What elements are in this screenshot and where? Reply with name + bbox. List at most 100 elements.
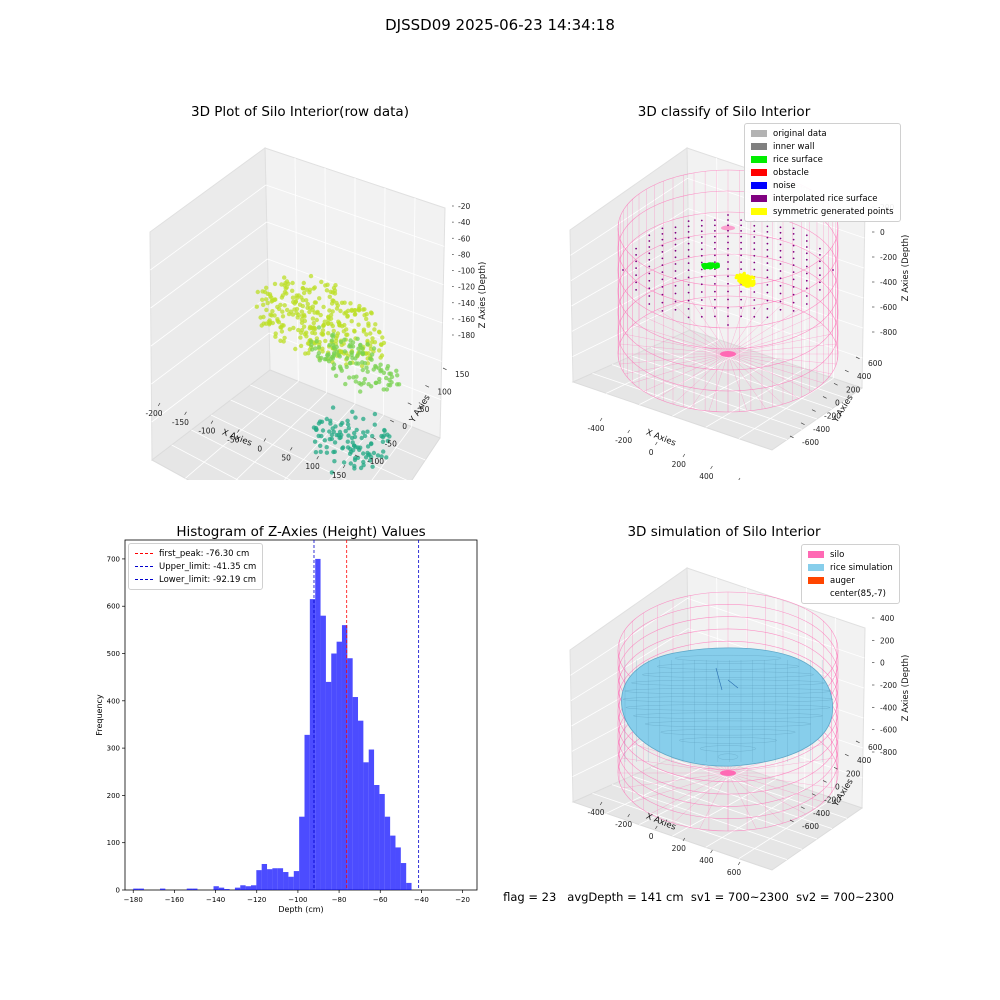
p3-bar <box>159 888 166 890</box>
p4-x-tick <box>710 849 713 854</box>
p1-x-tick <box>157 402 161 407</box>
p1-z-tick-label: -180 <box>458 331 475 340</box>
p2-interpolated-point <box>792 227 795 230</box>
p1-x-tick-label: -200 <box>145 409 162 418</box>
p4-silo-spoke <box>727 772 757 830</box>
p2-x-tick-label: 200 <box>672 460 687 469</box>
p2-symmetric-point <box>746 279 750 283</box>
p4-rice-mesh-line <box>657 663 799 670</box>
p3-bar <box>304 734 310 890</box>
p3-bar <box>250 885 257 890</box>
p1-point-slope <box>329 470 335 475</box>
p2-interpolated-point <box>648 252 651 255</box>
p3-bar <box>320 615 326 890</box>
p1-point-slope <box>320 428 326 433</box>
p1-point-slope <box>319 433 324 439</box>
p2-y-tick <box>844 369 849 373</box>
p2-grid <box>572 299 690 358</box>
p1-point-surface <box>310 330 315 335</box>
p1-point-ridge <box>316 350 322 356</box>
p1-point-ridge <box>329 338 335 343</box>
p2-interpolated-point <box>700 219 703 222</box>
p1-point-slope <box>329 432 335 438</box>
p1-point-surface <box>326 317 331 323</box>
p2-interpolated-point <box>635 289 637 291</box>
p1-grid <box>150 258 268 347</box>
p2-interpolated-point <box>687 220 690 222</box>
simulation-legend-label: rice simulation <box>830 562 893 573</box>
p1-point-surface <box>304 298 309 303</box>
p2-interpolated-point <box>766 236 769 239</box>
p2-x-tick <box>682 453 686 458</box>
p1-point-surface <box>306 351 311 356</box>
p2-interpolated-point <box>727 214 729 216</box>
p2-interpolated-point <box>635 274 637 276</box>
p3-x-tick-label: −40 <box>414 896 429 904</box>
p2-silo-spoke <box>727 353 832 375</box>
p1-point-surface <box>352 308 357 313</box>
p1-point-slope <box>352 466 357 471</box>
p1-point-ridge <box>309 342 314 348</box>
p1-point-slope <box>369 441 374 447</box>
p2-silo-spoke <box>672 353 729 405</box>
p1-point-surface <box>276 320 282 325</box>
p1-point-ridge <box>384 375 389 381</box>
p1-point-ridge <box>369 352 375 357</box>
p1-point-ridge <box>309 339 314 344</box>
p1-z-tick-label: -100 <box>458 267 475 276</box>
p1-point-surface <box>267 322 272 327</box>
p4-z-label: Z Axies (Depth) <box>901 655 911 722</box>
p1-point-surface <box>261 321 266 326</box>
p2-interpolated-point <box>819 260 821 263</box>
p2-interpolated-point <box>740 261 742 263</box>
p2-silo-spoke <box>643 353 729 392</box>
p2-interpolated-point <box>714 224 716 227</box>
p1-point-surface <box>299 327 305 333</box>
p1-point-ridge <box>394 368 399 373</box>
p1-point-surface <box>280 309 285 314</box>
p1-point-slope <box>362 433 368 439</box>
p4-y-tick-label: -600 <box>802 822 819 831</box>
simulation-legend-item: rice simulation <box>808 561 893 574</box>
p2-interpolated-point <box>661 301 664 304</box>
p4-x-tick-label: 400 <box>699 856 714 865</box>
p2-interpolated-point <box>779 249 782 252</box>
p3-bar <box>192 888 198 890</box>
p2-silo-spoke <box>708 296 729 355</box>
p2-interpolated-point <box>792 293 795 296</box>
p1-point-surface <box>255 289 260 295</box>
p1-point-slope <box>372 422 377 427</box>
p1-point-slope <box>370 464 375 469</box>
p4-auger-line <box>715 667 723 691</box>
simulation-legend-swatch <box>808 564 824 571</box>
p2-interpolated-point <box>779 263 782 265</box>
p4-x-tick-label: -400 <box>587 808 604 817</box>
p1-point-ridge <box>331 366 337 371</box>
p2-interpolated-point <box>766 308 769 310</box>
p2-interpolated-point <box>635 260 637 263</box>
p2-rice-surface-point <box>713 265 717 269</box>
p1-point-ridge <box>347 375 352 380</box>
p1-point-ridge <box>358 389 363 394</box>
p2-interpolated-point <box>753 291 756 293</box>
p1-point-ridge <box>357 381 362 386</box>
p1-point-slope <box>375 453 381 458</box>
p3-y-tick-label: 100 <box>107 839 120 847</box>
p1-point-surface <box>282 290 288 295</box>
p1-point-surface <box>312 285 317 290</box>
p2-silo-spoke <box>690 299 729 355</box>
p1-point-surface <box>265 300 270 306</box>
p4-y-tick-label: -200 <box>824 796 841 805</box>
p2-interpolated-point <box>766 242 769 245</box>
p1-point-slope <box>343 428 348 434</box>
p3-x-tick-label: −120 <box>247 896 266 904</box>
p2-symmetric-point <box>737 276 741 280</box>
p1-point-surface <box>261 302 266 307</box>
p1-point-slope <box>345 422 351 427</box>
p1-point-surface <box>378 355 383 360</box>
p1-point-slope <box>318 449 323 454</box>
p1-point-ridge <box>360 367 365 373</box>
p1-point-surface <box>295 315 300 320</box>
p1-point-surface <box>319 279 324 285</box>
p1-point-slope <box>324 445 329 450</box>
